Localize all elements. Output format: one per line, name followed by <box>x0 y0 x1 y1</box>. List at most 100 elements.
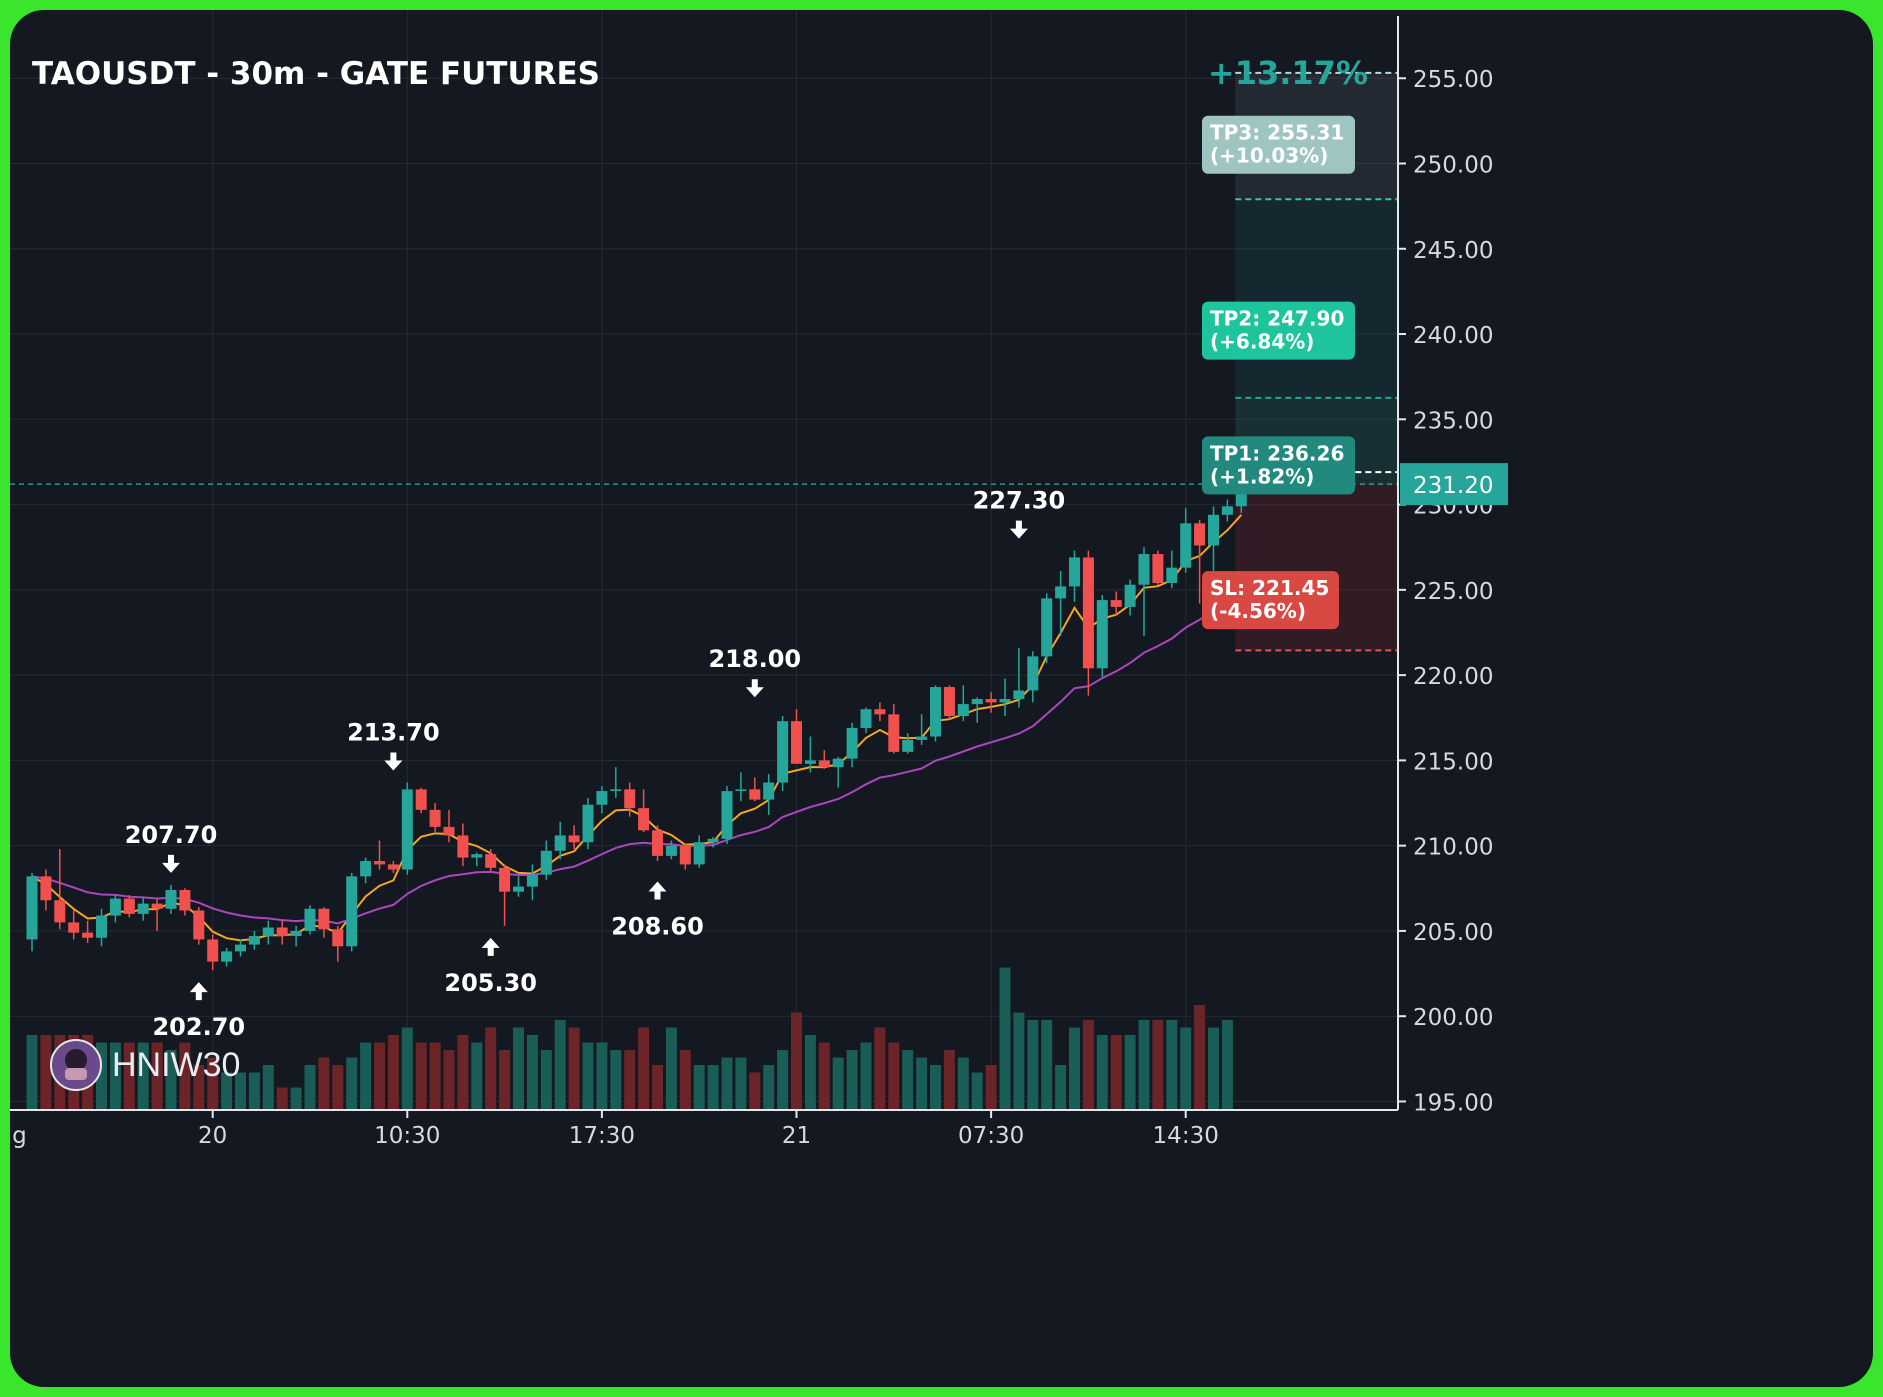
candle-body <box>679 845 691 865</box>
candle <box>1110 591 1122 616</box>
current-price-tag: 231.20 <box>1400 463 1508 506</box>
candle-body <box>123 898 135 914</box>
price-chart[interactable]: 207.70 202.70 213.70 205.30 208.60 218.00 227.… <box>10 10 1873 1387</box>
volume-bar <box>443 1050 455 1110</box>
x-tick-label: 10:30 <box>374 1123 440 1149</box>
candle-body <box>499 867 511 892</box>
swing-annotations: 207.70 202.70 213.70 205.30 208.60 218.00 227.… <box>125 487 1066 1042</box>
volume-bar <box>137 1042 149 1110</box>
label-tp1: TP1: 236.26(+1.82%) <box>1202 436 1355 495</box>
x-tick-label: 07:30 <box>958 1123 1024 1149</box>
candle-body <box>290 930 302 937</box>
volume-bar <box>1138 1020 1150 1110</box>
price-tag-text: 231.20 <box>1413 473 1493 499</box>
candle <box>930 685 941 742</box>
volume-bar <box>26 1035 38 1110</box>
volume-bar <box>332 1065 344 1110</box>
volume-bar <box>860 1042 872 1110</box>
volume-bar <box>721 1057 733 1110</box>
candle <box>999 678 1011 717</box>
candle <box>96 908 107 947</box>
candle <box>763 774 775 815</box>
candle <box>1027 651 1039 703</box>
candle <box>902 733 914 754</box>
candle <box>832 756 844 788</box>
candle <box>471 852 483 867</box>
volume-bar <box>791 1012 802 1110</box>
ema-slow-line <box>31 588 1242 925</box>
candle <box>707 837 719 848</box>
y-tick-label: 215.00 <box>1413 749 1493 775</box>
candle <box>1138 547 1150 636</box>
candle <box>318 907 330 938</box>
volume-bar <box>1027 1020 1039 1110</box>
volume-bar <box>457 1035 469 1110</box>
volume-bar <box>1069 1027 1080 1110</box>
candle <box>360 857 372 884</box>
volume-bar <box>568 1027 580 1110</box>
candle-body <box>221 951 233 962</box>
volume-bar <box>832 1057 844 1110</box>
label-sl: SL: 221.45(-4.56%) <box>1202 571 1339 630</box>
label-box <box>1202 301 1355 360</box>
label-tp3: TP3: 255.31(+10.03%) <box>1202 115 1355 174</box>
candle-body <box>624 789 636 809</box>
candle-body <box>1096 600 1108 669</box>
candle-body <box>443 826 455 836</box>
candle <box>485 849 497 872</box>
label-line1: TP1: 236.26 <box>1210 441 1344 465</box>
candle-body <box>1180 523 1192 568</box>
candle-body <box>54 900 66 923</box>
candle-body <box>596 791 608 805</box>
volume-bar <box>582 1042 594 1110</box>
candle <box>221 947 233 967</box>
candle-body <box>902 739 914 752</box>
chart-title: TAOUSDT - 30m - GATE FUTURES <box>32 56 600 92</box>
candle <box>387 861 399 873</box>
candle-body <box>137 903 149 914</box>
volume-bars <box>26 967 1233 1110</box>
y-tick-label: 210.00 <box>1413 835 1493 861</box>
volume-bar <box>151 1042 163 1110</box>
candle-body <box>707 838 719 843</box>
volume-bar <box>499 1050 511 1110</box>
candle-body <box>610 789 622 792</box>
candle-body <box>1194 523 1206 546</box>
candle <box>596 785 608 814</box>
volume-bar <box>777 1050 789 1110</box>
volume-bar <box>999 967 1011 1110</box>
swing-price: 208.60 <box>611 913 704 941</box>
volume-bar <box>374 1042 385 1110</box>
candle <box>1166 550 1178 589</box>
candle <box>1055 571 1067 636</box>
volume-bar <box>1166 1020 1178 1110</box>
swing-label: 205.30 <box>444 937 537 997</box>
volume-bar <box>179 1042 191 1110</box>
volume-bar <box>485 1027 497 1110</box>
candle-body <box>276 927 288 937</box>
volume-bar <box>749 1072 761 1110</box>
volume-bar <box>554 1020 566 1110</box>
y-tick-label: 250.00 <box>1413 152 1493 178</box>
volume-bar <box>804 1035 816 1110</box>
candle-body <box>68 922 80 933</box>
candle <box>554 821 566 860</box>
volume-bar <box>916 1057 928 1110</box>
volume-bar <box>415 1042 427 1110</box>
volume-bar <box>1110 1035 1122 1110</box>
volume-bar <box>123 1042 135 1110</box>
candle <box>1096 594 1108 677</box>
volume-bar <box>513 1027 524 1110</box>
volume-bar <box>290 1087 302 1110</box>
candle-body <box>387 864 399 870</box>
candle <box>1152 550 1164 585</box>
volume-bar <box>526 1035 538 1110</box>
label-line2: (+6.84%) <box>1210 330 1314 354</box>
candle-body <box>846 727 858 759</box>
volume-bar <box>346 1057 358 1110</box>
candle <box>123 895 135 918</box>
candle-body <box>165 890 177 909</box>
candle-body <box>554 835 566 851</box>
candle <box>804 736 816 773</box>
candle-body <box>1138 554 1150 585</box>
